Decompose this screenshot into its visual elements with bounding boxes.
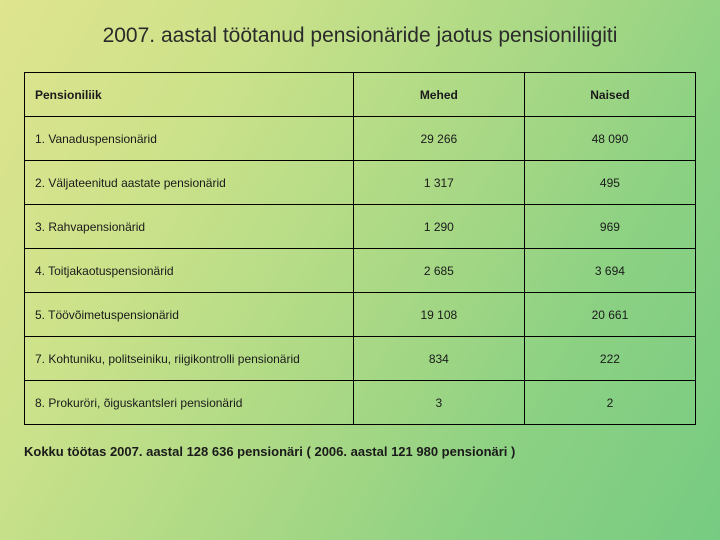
footnote: Kokku töötas 2007. aastal 128 636 pensio… (24, 443, 584, 461)
row-women: 969 (524, 205, 695, 249)
row-men: 19 108 (353, 293, 524, 337)
row-women: 222 (524, 337, 695, 381)
row-label: 8. Prokuröri, õiguskantsleri pensionärid (25, 381, 354, 425)
slide-title: 2007. aastal töötanud pensionäride jaotu… (24, 24, 696, 48)
table-row: 2. Väljateenitud aastate pensionärid 1 3… (25, 161, 696, 205)
slide: 2007. aastal töötanud pensionäride jaotu… (0, 0, 720, 540)
pension-table: Pensioniliik Mehed Naised 1. Vanaduspens… (24, 72, 696, 425)
table-row: 4. Toitjakaotuspensionärid 2 685 3 694 (25, 249, 696, 293)
row-label: 4. Toitjakaotuspensionärid (25, 249, 354, 293)
row-label: 1. Vanaduspensionärid (25, 117, 354, 161)
table-header-row: Pensioniliik Mehed Naised (25, 73, 696, 117)
row-label: 5. Töövõimetuspensionärid (25, 293, 354, 337)
row-men: 1 317 (353, 161, 524, 205)
table-row: 8. Prokuröri, õiguskantsleri pensionärid… (25, 381, 696, 425)
table-row: 5. Töövõimetuspensionärid 19 108 20 661 (25, 293, 696, 337)
row-men: 1 290 (353, 205, 524, 249)
row-men: 2 685 (353, 249, 524, 293)
row-women: 48 090 (524, 117, 695, 161)
row-women: 3 694 (524, 249, 695, 293)
row-men: 834 (353, 337, 524, 381)
row-label: 2. Väljateenitud aastate pensionärid (25, 161, 354, 205)
row-men: 3 (353, 381, 524, 425)
row-women: 495 (524, 161, 695, 205)
row-women: 2 (524, 381, 695, 425)
row-men: 29 266 (353, 117, 524, 161)
col-header-type: Pensioniliik (25, 73, 354, 117)
table-row: 7. Kohtuniku, politseiniku, riigikontrol… (25, 337, 696, 381)
table-row: 1. Vanaduspensionärid 29 266 48 090 (25, 117, 696, 161)
row-women: 20 661 (524, 293, 695, 337)
col-header-women: Naised (524, 73, 695, 117)
row-label: 3. Rahvapensionärid (25, 205, 354, 249)
row-label: 7. Kohtuniku, politseiniku, riigikontrol… (25, 337, 354, 381)
col-header-men: Mehed (353, 73, 524, 117)
table-row: 3. Rahvapensionärid 1 290 969 (25, 205, 696, 249)
